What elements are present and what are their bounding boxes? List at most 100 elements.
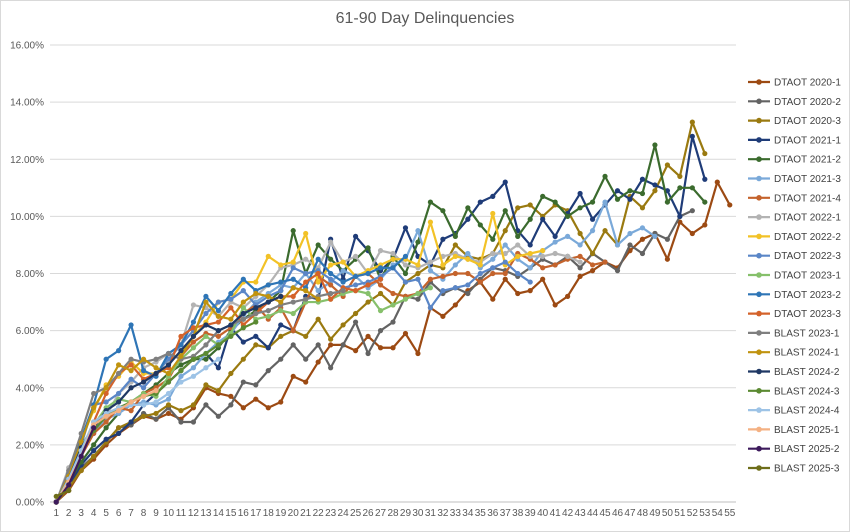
data-point — [515, 233, 521, 239]
data-point — [278, 262, 284, 268]
data-point — [602, 199, 608, 205]
x-tick-label: 10 — [163, 508, 175, 519]
data-point — [415, 262, 421, 268]
x-tick-label: 34 — [462, 508, 474, 519]
data-point — [477, 270, 483, 277]
x-tick-label: 52 — [687, 508, 699, 519]
data-point — [390, 302, 396, 308]
data-point — [265, 253, 271, 259]
legend-item: DTAOT 2021-2 — [748, 155, 841, 166]
data-point — [140, 368, 147, 374]
x-tick-label: 41 — [550, 508, 562, 519]
data-point — [502, 242, 508, 248]
data-point — [589, 216, 596, 222]
data-point — [577, 273, 583, 279]
data-point — [103, 425, 109, 431]
data-point — [103, 413, 109, 419]
data-point — [402, 330, 409, 337]
data-point — [565, 213, 571, 219]
data-point — [253, 396, 259, 402]
legend-swatch-marker — [756, 445, 762, 452]
data-point — [116, 399, 122, 405]
x-tick-label: 26 — [362, 508, 374, 519]
data-point — [677, 213, 683, 219]
data-point — [303, 296, 309, 302]
data-point — [303, 230, 309, 237]
legend-item: DTAOT 2022-3 — [748, 251, 841, 262]
data-point — [589, 199, 596, 205]
legend-swatch-marker — [756, 195, 762, 201]
data-point — [477, 262, 483, 268]
data-point — [190, 373, 197, 379]
data-point — [153, 356, 159, 362]
data-point — [178, 353, 184, 359]
data-point — [565, 253, 571, 259]
data-point — [103, 356, 109, 362]
data-point — [140, 356, 147, 362]
data-point — [502, 259, 508, 265]
legend-label: DTAOT 2020-1 — [774, 78, 841, 89]
data-point — [153, 399, 159, 405]
data-point — [203, 356, 209, 362]
legend-item: DTAOT 2023-1 — [748, 271, 841, 282]
data-point — [165, 402, 172, 408]
x-tick-label: 9 — [153, 508, 159, 519]
legend-item: DTAOT 2020-3 — [748, 116, 841, 127]
data-point — [128, 322, 134, 328]
data-point — [240, 316, 246, 322]
data-point — [203, 382, 209, 388]
legend-item: BLAST 2025-1 — [748, 425, 840, 436]
data-point — [352, 253, 359, 259]
data-point — [128, 368, 134, 374]
legend-swatch-marker — [756, 233, 762, 240]
legend-label: BLAST 2024-4 — [774, 406, 840, 417]
data-point — [290, 265, 296, 271]
data-point — [490, 270, 496, 277]
data-point — [265, 299, 271, 305]
y-tick-label: 8.00% — [16, 269, 44, 280]
data-point — [315, 242, 321, 248]
data-point — [78, 453, 84, 459]
data-point — [290, 299, 296, 305]
data-point — [664, 236, 671, 242]
legend: DTAOT 2020-1 DTAOT 2020-2 DTAOT 2020-3 DTAO… — [748, 78, 841, 475]
x-tick-label: 18 — [263, 508, 275, 519]
data-point — [203, 299, 209, 305]
data-point — [103, 419, 109, 425]
data-point — [627, 230, 633, 237]
data-point — [440, 288, 446, 294]
data-point — [165, 396, 172, 402]
data-point — [677, 185, 683, 191]
data-point — [253, 342, 259, 348]
x-tick-label: 31 — [425, 508, 437, 519]
data-point — [452, 302, 458, 308]
series-path — [55, 358, 220, 503]
data-point — [328, 276, 334, 282]
data-point — [540, 248, 546, 254]
data-point — [315, 296, 321, 302]
data-point — [365, 282, 371, 288]
data-point — [427, 268, 434, 274]
data-point — [240, 305, 246, 311]
data-point — [303, 288, 309, 294]
gridlines — [50, 44, 736, 503]
data-point — [103, 385, 109, 391]
data-point — [490, 250, 496, 257]
data-point — [116, 430, 122, 437]
x-tick-label: 21 — [300, 508, 312, 519]
legend-label: DTAOT 2023-2 — [774, 290, 841, 301]
data-point — [402, 270, 409, 277]
data-point — [502, 228, 508, 234]
data-point — [664, 256, 671, 262]
x-tick-label: 25 — [350, 508, 362, 519]
legend-item: DTAOT 2022-2 — [748, 232, 841, 243]
data-point — [116, 348, 122, 354]
legend-item: BLAST 2024-1 — [748, 348, 840, 359]
data-point — [240, 356, 246, 362]
data-point — [415, 276, 421, 282]
data-point — [540, 276, 546, 282]
data-point — [215, 356, 221, 362]
data-point — [140, 385, 147, 391]
data-point — [215, 365, 221, 371]
